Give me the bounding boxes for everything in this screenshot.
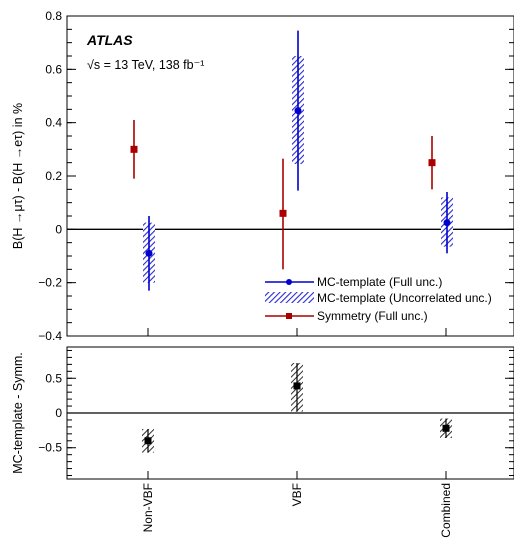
legend-label-mc-full: MC-template (Full unc.) [317,275,442,289]
symmetry-marker [428,159,436,167]
difference-marker [144,437,152,445]
difference-marker [442,424,450,432]
top-y-tick-label: 0.8 [45,9,62,23]
bottom-data-marks [142,362,452,453]
top-y-tick-labels: −0.4 −0.2 0 0.2 0.4 0.6 0.8 [38,9,62,343]
x-category-label: VBF [290,483,304,506]
legend-label-symmetry: Symmetry (Full unc.) [317,309,428,323]
top-y-tick-label: −0.4 [38,329,62,343]
top-data-marks [130,30,453,291]
bottom-y-tick-labels: −0.5 0 0.5 [38,371,62,454]
top-y-tick-label: −0.2 [38,276,62,290]
bottom-y-axis-title: MC-template - Symm. [11,352,25,474]
legend-label-mc-uncorr: MC-template (Uncorrelated unc.) [317,291,492,305]
x-category-label: Combined [439,483,453,538]
difference-marker [293,382,301,390]
bottom-y-tick-label: 0 [55,406,62,420]
energy-lumi-label: √s = 13 TeV, 138 fb⁻¹ [87,58,204,72]
bottom-y-tick-label: −0.5 [38,441,62,455]
bottom-y-ticks [67,349,514,477]
top-y-tick-label: 0.2 [45,169,62,183]
top-y-tick-label: 0.4 [45,116,62,130]
x-category-label: Non-VBF [141,483,155,532]
legend-marker-mc-full-dot [286,279,292,285]
atlas-label: ATLAS [86,32,133,48]
mc-template-marker [145,249,153,257]
mc-template-marker [294,107,302,115]
legend: MC-template (Full unc.) MC-template (Unc… [265,275,492,323]
top-y-axis-title: B(H →μτ) - B(H →eτ) in % [11,103,25,249]
top-panel: −0.4 −0.2 0 0.2 0.4 0.6 0.8 B(H →μτ) - B(H →eτ… [11,9,514,343]
top-y-tick-label: 0 [55,222,62,236]
symmetry-marker [130,145,138,153]
category-labels: Non-VBF VBF Combined [141,328,453,538]
bottom-panel: −0.5 0 0.5 MC-template - Symm. Non-VBF VBF C… [11,328,514,538]
bottom-y-tick-label: 0.5 [45,371,62,385]
top-y-tick-label: 0.6 [45,62,62,76]
symmetry-marker [279,209,287,217]
mc-template-marker [443,219,451,227]
legend-marker-symmetry-square [286,313,292,319]
legend-marker-mc-uncorr [265,292,314,303]
